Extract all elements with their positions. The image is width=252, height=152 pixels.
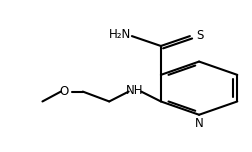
Text: NH: NH [126, 84, 143, 97]
Text: H₂N: H₂N [109, 28, 131, 41]
Text: O: O [60, 85, 69, 98]
Text: S: S [196, 29, 203, 42]
Text: N: N [195, 117, 203, 130]
